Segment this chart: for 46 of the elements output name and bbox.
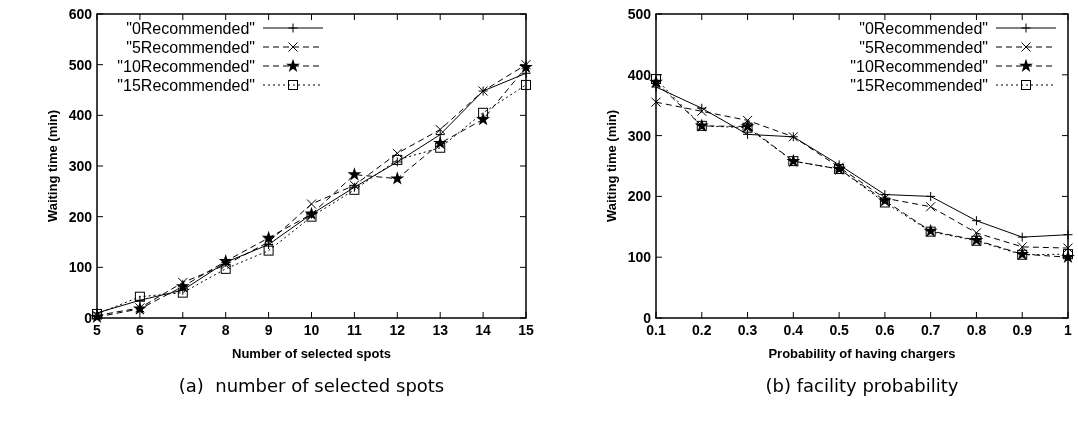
- legend-label: "10Recommended": [117, 58, 255, 75]
- y-tick-label: 100: [627, 249, 652, 266]
- legend-label: "0Recommended": [126, 20, 255, 37]
- y-tick-label: 300: [68, 158, 93, 174]
- y-tick-label: 300: [627, 127, 652, 144]
- x-tick-label: 14: [475, 322, 492, 338]
- y-tick-label: 0: [84, 310, 93, 326]
- x-tick-label: 0.6: [875, 322, 895, 338]
- y-tick-label: 400: [68, 107, 93, 124]
- text: (b) facility probability: [765, 375, 959, 396]
- y-tick-label: 500: [627, 6, 652, 22]
- legend-label: "5Recommended": [859, 39, 988, 56]
- y-tick-label: 200: [68, 208, 93, 225]
- x-tick-label: 0.2: [692, 322, 712, 338]
- y-axis-title: Waiting time (min): [45, 109, 60, 223]
- x-axis-title: Probability of having chargers: [768, 346, 956, 361]
- x-tick-label: 0.3: [737, 322, 758, 338]
- x-tick-label: 7: [178, 322, 187, 338]
- x-tick-label: 0.4: [783, 322, 804, 338]
- x-tick-label: 6: [136, 322, 144, 338]
- x-tick-label: 1: [1064, 322, 1073, 338]
- x-tick-label: 12: [389, 322, 406, 338]
- y-axis-title: Waiting time (min): [604, 109, 619, 223]
- legend-label: "15Recommended": [850, 77, 988, 94]
- x-tick-label: 5: [93, 322, 102, 338]
- x-tick-label: 0.7: [920, 322, 941, 338]
- legend-label: "5Recommended": [126, 39, 255, 56]
- x-tick-label: 8: [221, 322, 230, 338]
- x-tick-label: 0.8: [966, 322, 987, 338]
- x-tick-label: 0.9: [1012, 322, 1033, 338]
- y-tick-label: 500: [68, 56, 93, 73]
- legend-label: "0Recommended": [859, 20, 988, 37]
- x-axis-title: Number of selected spots: [232, 346, 391, 361]
- y-tick-label: 200: [627, 188, 652, 205]
- legend-label: "15Recommended": [117, 77, 255, 94]
- y-tick-label: 400: [627, 66, 652, 83]
- text: (a) number of selected spots: [178, 375, 445, 396]
- y-tick-label: 100: [68, 259, 93, 276]
- x-tick-label: 10: [303, 322, 320, 338]
- x-tick-label: 13: [432, 322, 449, 338]
- y-tick-label: 600: [68, 6, 93, 22]
- x-tick-label: 0.5: [829, 322, 850, 338]
- legend-label: "10Recommended": [850, 58, 988, 75]
- x-tick-label: 15: [518, 322, 534, 338]
- x-tick-label: 11: [346, 322, 363, 338]
- x-tick-label: 9: [264, 322, 273, 338]
